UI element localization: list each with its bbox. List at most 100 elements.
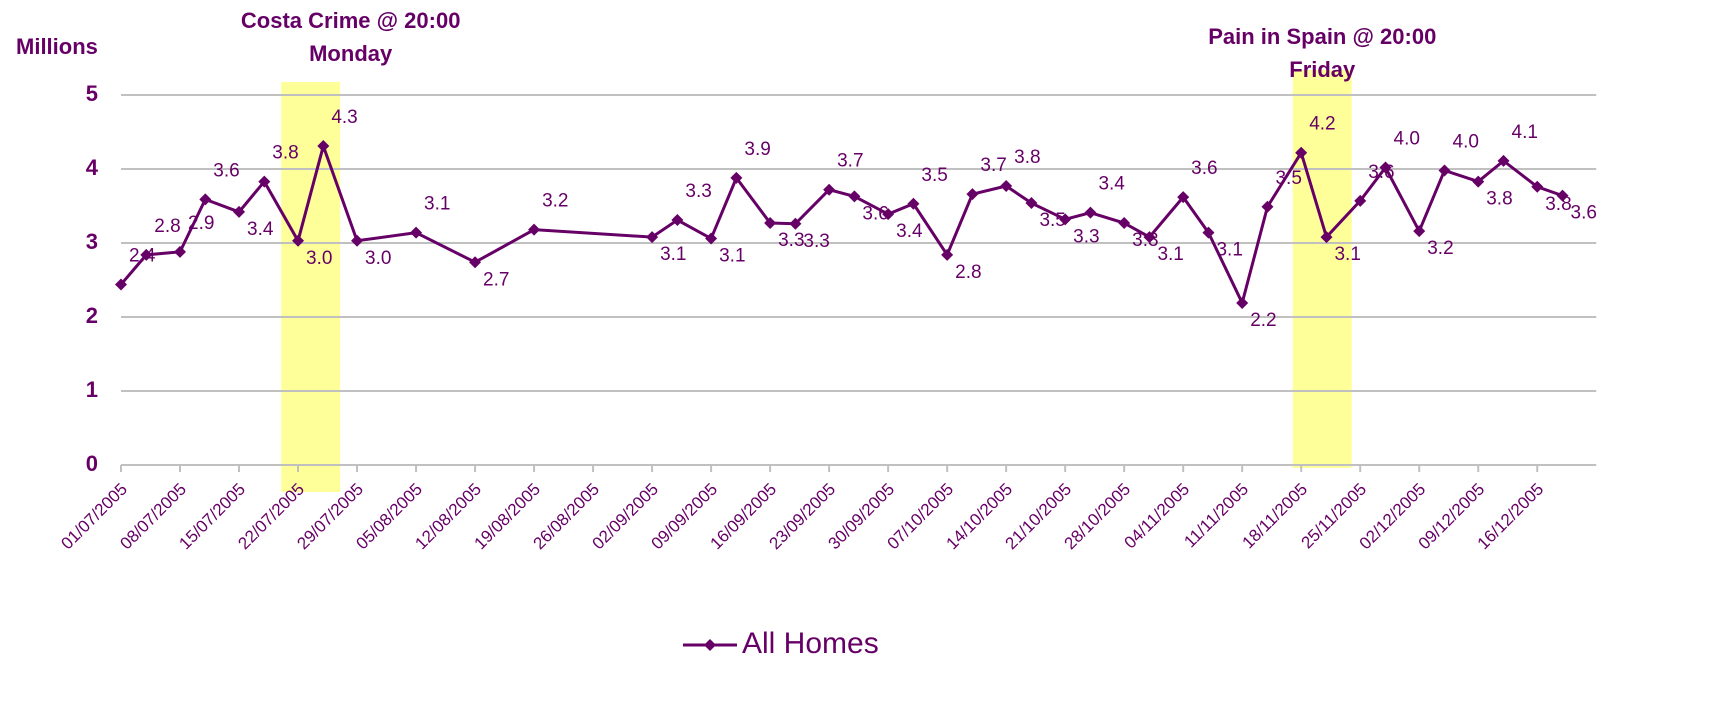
marker <box>882 208 895 221</box>
data-label: 3.3 <box>778 230 804 251</box>
data-label: 3.1 <box>1157 244 1183 265</box>
line <box>119 141 1564 308</box>
annotation: Friday <box>1289 57 1356 82</box>
marker <box>1320 231 1333 244</box>
y-tick-label: 1 <box>86 377 98 402</box>
marker <box>1531 180 1544 193</box>
marker <box>764 217 777 230</box>
y-tick-label: 0 <box>86 451 98 476</box>
legend-label: All Homes <box>742 627 879 660</box>
data-label: 2.9 <box>188 213 214 234</box>
marker <box>292 234 305 247</box>
data-label: 3.1 <box>424 194 450 215</box>
marker <box>1295 146 1308 159</box>
marker <box>1413 225 1426 238</box>
marker <box>258 175 271 188</box>
marker <box>174 245 187 258</box>
marker <box>1059 213 1072 226</box>
marker <box>907 197 920 210</box>
data-label: 3.0 <box>306 248 332 269</box>
marker <box>233 205 246 218</box>
highlight-band <box>281 82 341 492</box>
marker <box>1000 180 1013 193</box>
marker <box>941 248 954 261</box>
marker <box>528 223 541 236</box>
marker <box>1472 175 1485 188</box>
highlight-band <box>1292 70 1352 468</box>
data-label: 3.4 <box>896 221 923 242</box>
marker <box>1556 189 1569 202</box>
annotation: Costa Crime @ 20:00 <box>241 8 461 33</box>
marker <box>140 248 153 261</box>
marker <box>410 226 423 239</box>
data-label: 4.0 <box>1394 129 1420 150</box>
marker <box>1202 226 1215 239</box>
data-label: 3.5 <box>1039 210 1065 231</box>
marker <box>705 232 718 245</box>
marker <box>1354 194 1367 207</box>
data-label: 3.5 <box>921 165 947 186</box>
data-label: 4.2 <box>1309 114 1335 135</box>
data-label: 3.7 <box>980 155 1006 176</box>
marker <box>351 234 364 247</box>
y-tick-label: 2 <box>86 303 98 328</box>
marker <box>730 171 743 184</box>
data-label: 3.9 <box>744 139 770 160</box>
data-label: 3.8 <box>1486 189 1512 210</box>
y-tick-label: 4 <box>86 155 99 180</box>
marker <box>1261 200 1274 213</box>
marker <box>469 256 482 269</box>
data-label: 3.3 <box>1073 226 1099 247</box>
y-tick-label: 3 <box>86 229 98 254</box>
data-label: 3.6 <box>1571 203 1597 224</box>
marker <box>1084 206 1097 219</box>
data-label: 3.1 <box>1334 244 1360 265</box>
marker <box>317 140 330 153</box>
marker <box>848 190 861 203</box>
marker <box>646 231 659 244</box>
y-axis-label: Millions <box>16 34 98 59</box>
data-label: 3.5 <box>1275 168 1301 189</box>
marker <box>1379 161 1392 174</box>
y-tick-label: 5 <box>86 81 98 106</box>
data-label: 3.4 <box>247 219 274 240</box>
data-label: 3.3 <box>803 231 829 252</box>
data-label: 3.3 <box>1132 230 1158 251</box>
data-label: 4.0 <box>1453 131 1479 152</box>
marker <box>115 278 127 291</box>
data-label: 3.6 <box>213 160 239 181</box>
data-label: 2.7 <box>483 269 509 290</box>
data-label: 2.2 <box>1250 310 1276 331</box>
data-label: 2.8 <box>955 262 981 283</box>
data-label: 3.7 <box>837 151 863 172</box>
data-label: 2.8 <box>154 216 180 237</box>
data-label: 3.2 <box>1427 238 1453 259</box>
marker <box>966 188 979 201</box>
marker <box>1177 191 1190 204</box>
marker <box>1497 154 1510 167</box>
data-label: 3.4 <box>1098 174 1125 195</box>
marker <box>1236 296 1249 309</box>
marker <box>671 214 684 227</box>
marker <box>199 193 212 206</box>
data-label: 3.1 <box>660 244 686 265</box>
data-label: 3.8 <box>1014 147 1040 168</box>
annotation: Pain in Spain @ 20:00 <box>1208 24 1436 49</box>
marker <box>1143 231 1156 244</box>
data-label: 3.6 <box>862 203 888 224</box>
data-label: 3.3 <box>685 181 711 202</box>
data-label: 3.0 <box>365 248 391 269</box>
data-label: 3.1 <box>719 246 745 267</box>
data-label: 3.6 <box>1368 162 1394 183</box>
data-label: 4.3 <box>331 107 357 128</box>
annotation: Monday <box>309 41 393 66</box>
marker <box>1025 197 1038 210</box>
marker <box>1118 217 1131 230</box>
marker <box>1438 164 1451 177</box>
data-label: 3.6 <box>1191 158 1217 179</box>
marker <box>789 217 802 230</box>
legend-marker <box>704 639 716 651</box>
data-label: 3.1 <box>1216 240 1242 261</box>
data-label: 3.8 <box>272 143 298 164</box>
data-label: 4.1 <box>1512 122 1538 143</box>
